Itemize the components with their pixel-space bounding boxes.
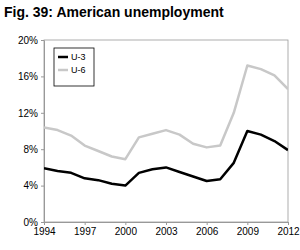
tick-label: 2000 (115, 226, 138, 237)
tick-mark (41, 113, 44, 114)
tick: 1997 (74, 222, 97, 237)
x-axis: 1994 1997 2000 2003 2006 2009 2012 (33, 222, 300, 237)
plot: 0%4%8%12%16%20%1994199720002003200620092… (18, 35, 300, 237)
tick: 1994 (33, 222, 56, 237)
tick-mark (41, 222, 44, 223)
tick: 2003 (155, 222, 178, 237)
legend-swatch (58, 69, 68, 72)
plot-frame (44, 40, 288, 222)
tick-label: 1997 (74, 226, 97, 237)
tick-mark (247, 222, 248, 225)
tick-label: 8% (24, 144, 39, 155)
legend-swatch (58, 56, 68, 59)
tick-mark (125, 222, 126, 225)
tick: 8% (24, 144, 44, 155)
chart: Fig. 39: American unemployment0%4%8%12%1… (0, 0, 300, 250)
tick-mark (166, 222, 167, 225)
tick-label: 2006 (196, 226, 219, 237)
line (44, 131, 288, 186)
y-axis: 0%4%8%12%16%20% (18, 35, 45, 228)
tick-mark (41, 149, 44, 150)
tick-mark (41, 76, 44, 77)
tick-label: 1994 (33, 226, 56, 237)
tick: 20% (18, 35, 44, 46)
tick-mark (207, 222, 208, 225)
tick-label: 2003 (155, 226, 178, 237)
tick: 12% (18, 108, 44, 119)
tick-mark (41, 40, 44, 41)
tick-label: 16% (18, 71, 38, 82)
tick: 4% (24, 180, 44, 191)
legend-label: U-3 (71, 52, 86, 62)
tick: 2012 (277, 222, 300, 237)
legend: U-3U-6 (54, 48, 94, 86)
tick: 2000 (115, 222, 138, 237)
tick-mark (41, 186, 44, 187)
tick-label: 2009 (237, 226, 260, 237)
tick-label: 20% (18, 35, 38, 46)
title: Fig. 39: American unemployment (4, 4, 224, 20)
tick-mark (85, 222, 86, 225)
tick: 2009 (237, 222, 260, 237)
tick-label: 12% (18, 108, 38, 119)
legend-label: U-6 (71, 65, 86, 75)
tick: 2006 (196, 222, 219, 237)
tick-label: 2012 (277, 226, 300, 237)
tick-label: 4% (24, 180, 39, 191)
axis-line (44, 41, 45, 223)
tick-mark (288, 222, 289, 225)
tick-mark (44, 222, 45, 225)
legend-box (54, 48, 94, 86)
tick: 16% (18, 71, 44, 82)
